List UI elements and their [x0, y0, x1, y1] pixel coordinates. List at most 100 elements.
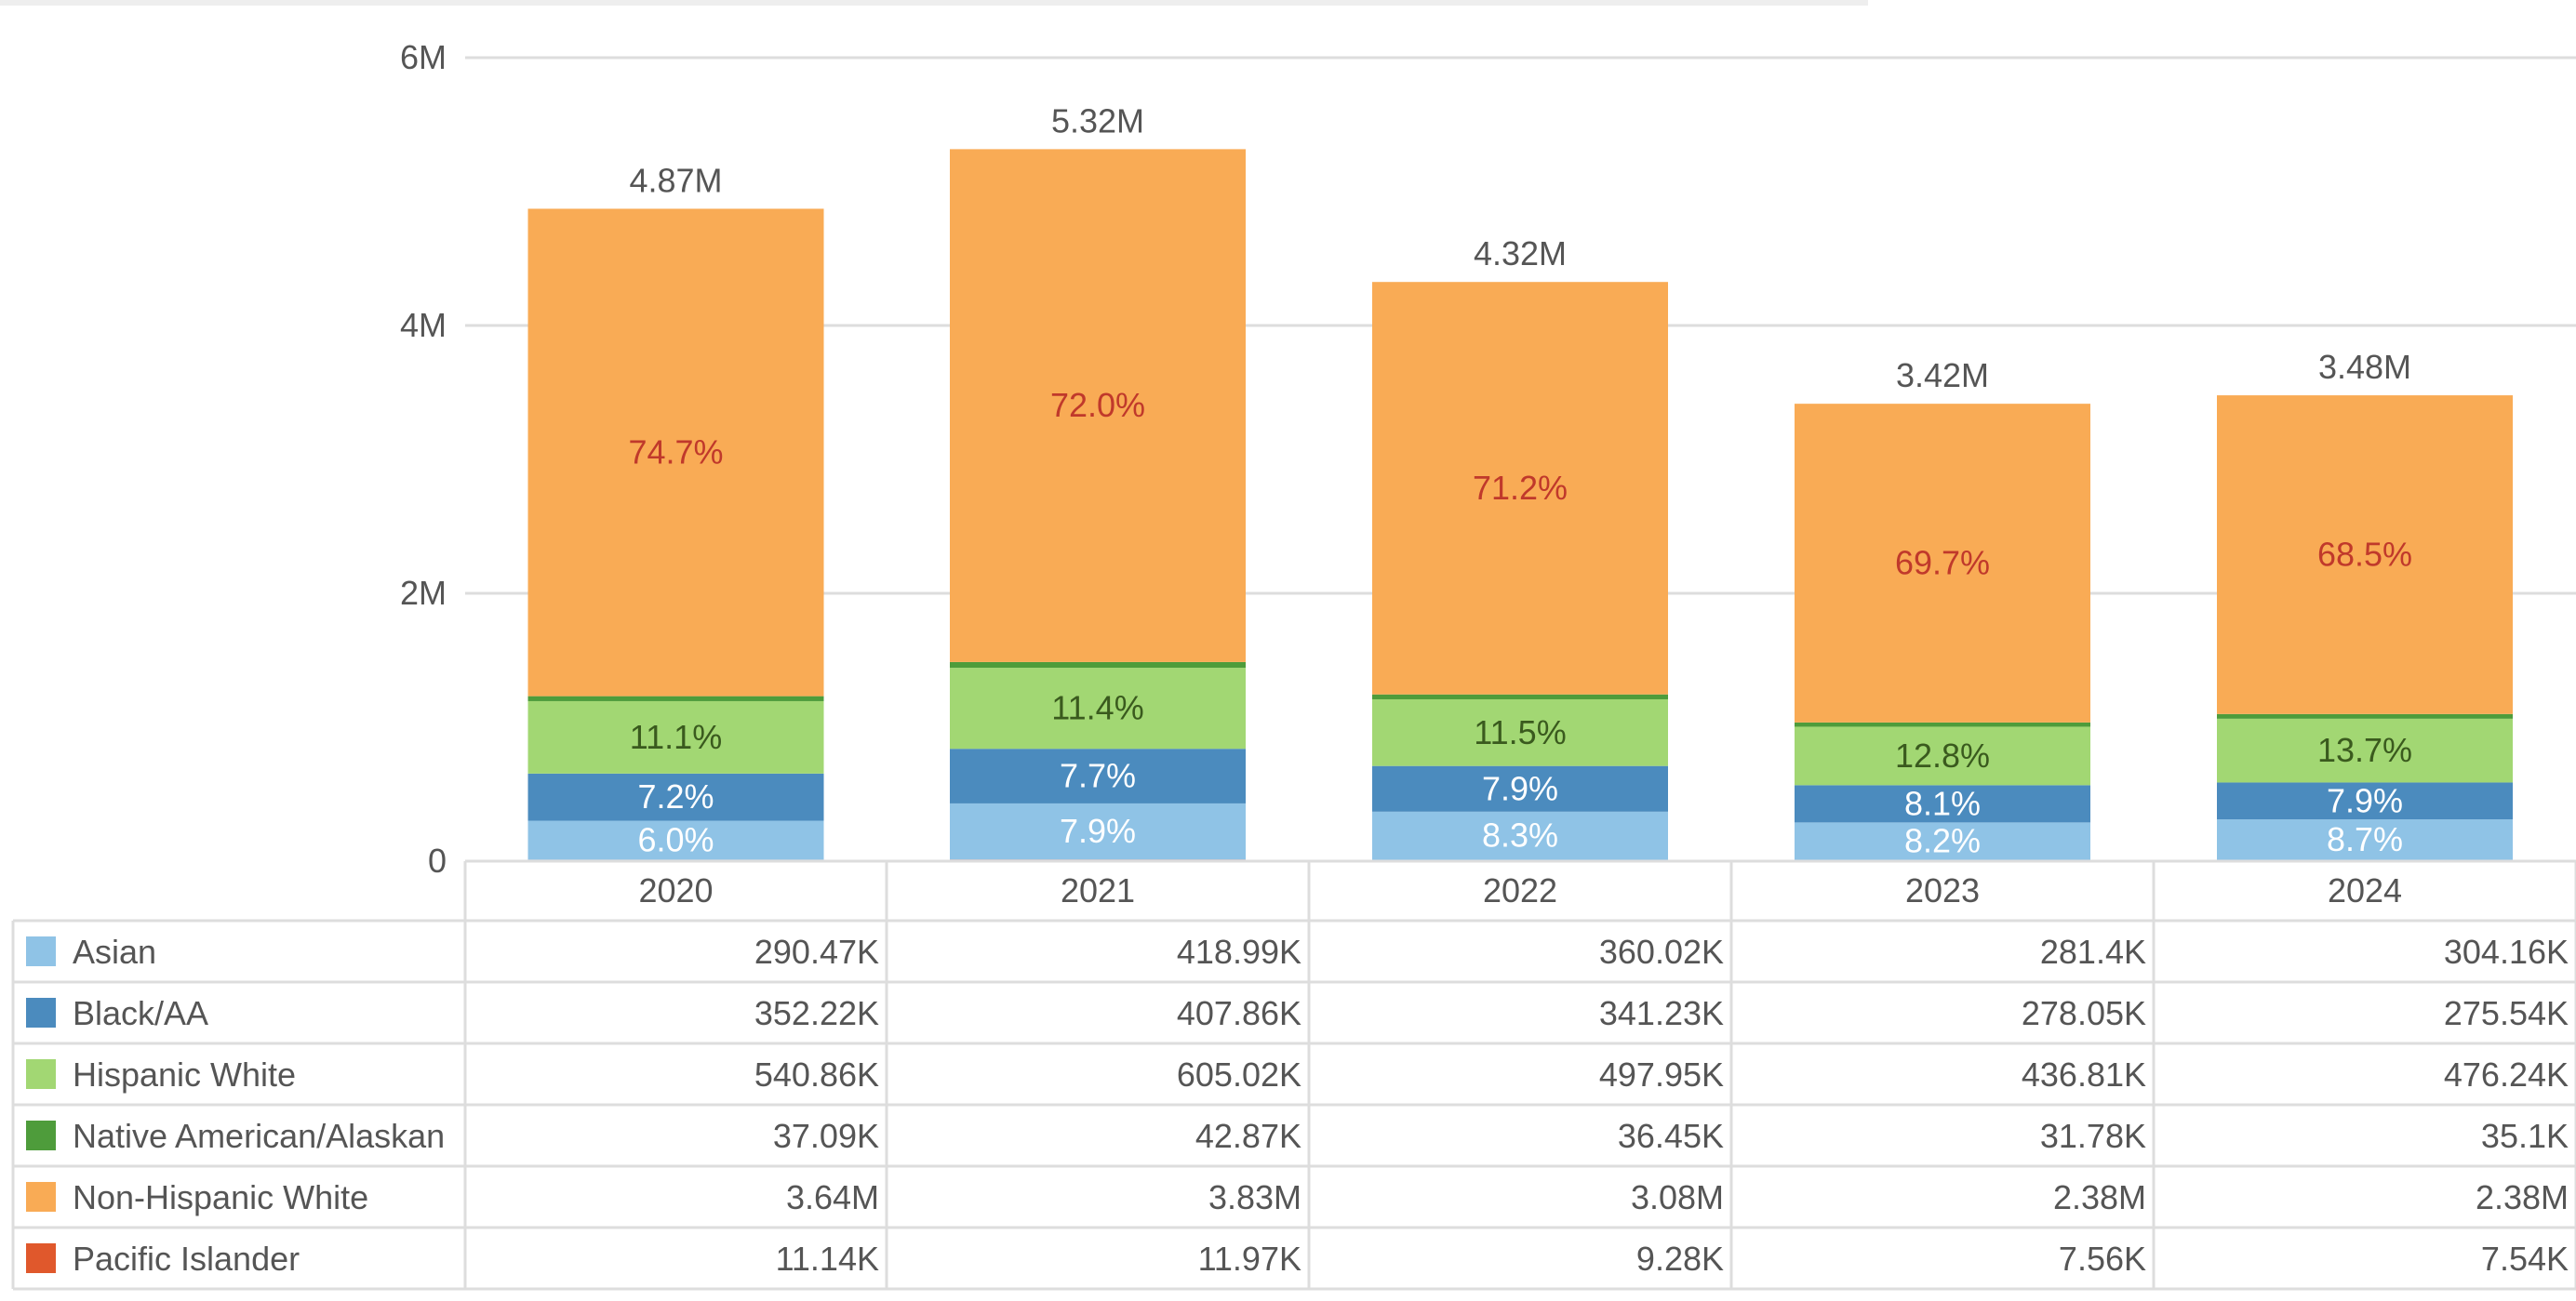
segment-percent-label: 8.1%: [1904, 784, 1981, 822]
segment-percent-label: 8.7%: [2327, 820, 2403, 858]
bar-total-label: 4.87M: [629, 161, 722, 199]
table-cell-value: 2.38M: [2476, 1178, 2569, 1216]
x-category-label: 2022: [1483, 871, 1557, 909]
table-cell-value: 2.38M: [2053, 1178, 2146, 1216]
bar-segment: [2217, 395, 2513, 714]
bar-segment: [950, 668, 1246, 750]
table-cell-value: 407.86K: [1177, 994, 1301, 1032]
table-cell-value: 540.86K: [754, 1055, 879, 1094]
bar-segment: [1372, 698, 1668, 766]
legend-swatch: [26, 998, 56, 1028]
segment-percent-label: 72.0%: [1050, 386, 1145, 424]
table-cell-value: 476.24K: [2444, 1055, 2569, 1094]
y-tick-label: 6M: [400, 38, 447, 76]
legend-label: Non-Hispanic White: [73, 1178, 368, 1216]
table-cell-value: 436.81K: [2022, 1055, 2146, 1094]
bar-segment: [527, 696, 824, 701]
segment-percent-label: 7.9%: [1060, 812, 1136, 850]
x-category-label: 2023: [1905, 871, 1980, 909]
bar-segment: [1795, 726, 2090, 786]
segment-percent-label: 6.0%: [637, 820, 714, 858]
table-cell-value: 275.54K: [2444, 994, 2569, 1032]
bar-total-label: 4.32M: [1474, 234, 1567, 272]
segment-percent-label: 11.1%: [630, 718, 722, 756]
legend-swatch: [26, 1059, 56, 1089]
legend-label: Asian: [73, 933, 156, 971]
bar-segment: [527, 773, 824, 821]
bars: 6.0% 7.2% 11.1% 74.7% 4.87M 7.9% 7.7% 11.4% 72.0…: [527, 101, 2513, 861]
table-cell-value: 341.23K: [1599, 994, 1724, 1032]
bar-segment: [1372, 811, 1668, 860]
segment-percent-label: 69.7%: [1895, 544, 1990, 582]
segment-percent-label: 13.7%: [2317, 731, 2412, 769]
legend-swatch: [26, 1121, 56, 1150]
y-tick-label: 2M: [400, 574, 447, 612]
bar-segment: [1795, 822, 2090, 860]
bar-segment: [2217, 782, 2513, 820]
table-cell-value: 35.1K: [2481, 1117, 2569, 1155]
bar-segment: [2217, 819, 2513, 860]
table-cell-value: 3.08M: [1631, 1178, 1724, 1216]
segment-percent-label: 8.2%: [1904, 822, 1981, 860]
segment-percent-label: 8.3%: [1482, 816, 1558, 855]
segment-percent-label: 7.2%: [637, 777, 714, 816]
table-cell-value: 37.09K: [773, 1117, 879, 1155]
table-cell-value: 418.99K: [1177, 933, 1301, 971]
legend-label: Pacific Islander: [73, 1240, 300, 1278]
bar-segment: [527, 820, 824, 860]
table-cell-value: 278.05K: [2022, 994, 2146, 1032]
bar-segment: [1795, 404, 2090, 723]
bar-segment: [1372, 282, 1668, 695]
x-category-label: 2020: [638, 871, 713, 909]
legend-swatch: [26, 1243, 56, 1273]
bar-segment: [950, 803, 1246, 860]
bar-segment: [2217, 713, 2513, 719]
y-tick-label: 4M: [400, 306, 447, 344]
segment-percent-label: 11.4%: [1051, 689, 1143, 727]
bar-segment: [950, 661, 1246, 669]
segment-percent-label: 71.2%: [1473, 469, 1568, 507]
table-cell-value: 290.47K: [754, 933, 879, 971]
legend-label: Hispanic White: [73, 1055, 296, 1094]
table-cell-value: 3.83M: [1208, 1178, 1301, 1216]
legend-label: Native American/Alaskan: [73, 1117, 445, 1155]
top-scrollbar-strip: [0, 0, 1868, 6]
segment-percent-label: 12.8%: [1895, 737, 1990, 775]
y-tick-label: 0: [428, 842, 447, 880]
table-cell-value: 3.64M: [786, 1178, 879, 1216]
table-cell-value: 7.56K: [2059, 1240, 2146, 1278]
bar-total-label: 5.32M: [1051, 101, 1144, 139]
bar-segment: [527, 700, 824, 774]
bar-segment: [950, 749, 1246, 803]
x-category-label: 2024: [2328, 871, 2402, 909]
y-axis: 0 2M 4M 6M: [400, 38, 447, 880]
table-cell-value: 42.87K: [1195, 1117, 1301, 1155]
bar-segment: [1372, 694, 1668, 699]
data-table: 2020 2021 2022 2023 2024 Asian 290.47K 418.99K 3…: [11, 859, 2576, 1291]
segment-percent-label: 68.5%: [2317, 535, 2412, 573]
segment-percent-label: 74.7%: [628, 433, 723, 471]
legend-swatch: [26, 936, 56, 966]
bar-segment: [2217, 718, 2513, 783]
segment-percent-label: 7.9%: [2327, 781, 2403, 819]
segment-percent-label: 11.5%: [1474, 713, 1566, 751]
bar-segment: [1372, 765, 1668, 812]
table-cell-value: 304.16K: [2444, 933, 2569, 971]
bar-segment: [950, 149, 1246, 662]
bar-segment: [1795, 785, 2090, 823]
segment-percent-label: 7.7%: [1060, 757, 1136, 795]
table-cell-value: 497.95K: [1599, 1055, 1724, 1094]
table-cell-value: 281.4K: [2040, 933, 2146, 971]
table-cell-value: 31.78K: [2040, 1117, 2146, 1155]
bar-total-label: 3.42M: [1896, 356, 1989, 394]
table-cell-value: 11.97K: [1198, 1240, 1301, 1278]
table-cell-value: 7.54K: [2481, 1240, 2569, 1278]
segment-percent-label: 7.9%: [1482, 769, 1558, 807]
table-cell-value: 11.14K: [776, 1240, 879, 1278]
legend-swatch: [26, 1182, 56, 1212]
legend-label: Black/AA: [73, 994, 208, 1032]
table-cell-value: 605.02K: [1177, 1055, 1301, 1094]
table-cell-value: 352.22K: [754, 994, 879, 1032]
bar-total-label: 3.48M: [2318, 348, 2411, 386]
